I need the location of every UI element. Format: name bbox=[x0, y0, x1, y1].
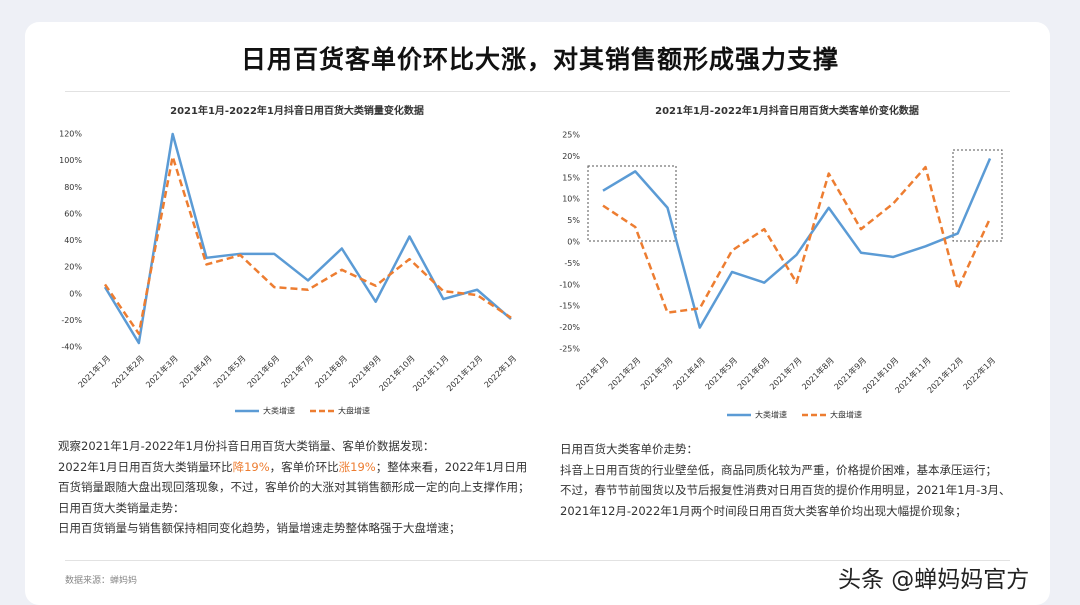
x-tick-label: 2022年1月 bbox=[482, 353, 518, 389]
x-tick-label: 2021年5月 bbox=[211, 353, 247, 389]
note-text: ；整体来看，2022年1月日用百货销量跟随大盘出现回落现象，不过，客单价的大涨对… bbox=[58, 459, 530, 495]
line-series bbox=[103, 155, 512, 335]
note: 抖音上日用百货的行业壁垒低，商品同质化较为严重，价格提价困难，基本承压运行； bbox=[560, 462, 997, 477]
note: 不过，春节节前囤货以及节后报复性消费对日用百货的提价作用明显，2021年1月-3… bbox=[560, 483, 1011, 518]
x-tick-label: 2021年1月 bbox=[76, 353, 112, 389]
y-tick-label: 15% bbox=[562, 173, 580, 182]
note: 日用百货大类销量走势： bbox=[58, 500, 185, 515]
line-series bbox=[602, 165, 992, 314]
y-tick-label: -5% bbox=[564, 259, 580, 268]
x-tick-label: 2021年1月 bbox=[574, 355, 610, 391]
right-notes: 日用百货大类客单价走势： 抖音上日用百货的行业壁垒低，商品同质化较为严重，价格提… bbox=[560, 439, 1028, 521]
y-tick-label: -40% bbox=[61, 343, 82, 352]
highlight: 降19% bbox=[232, 459, 270, 474]
chart-title: 2021年1月-2022年1月抖音日用百货大类销量变化数据 bbox=[170, 104, 424, 117]
highlight-box bbox=[952, 149, 1003, 242]
divider bbox=[65, 560, 1010, 561]
y-tick-label: -25% bbox=[559, 345, 580, 354]
note: 2022年1月日用百货大类销量环比降19%，客单价环比涨19%；整体来看，202… bbox=[58, 457, 530, 498]
line-series bbox=[103, 132, 512, 345]
y-tick-label: 25% bbox=[562, 131, 580, 140]
x-tick-label: 2021年2月 bbox=[110, 353, 146, 389]
legend-label: 大盘增速 bbox=[830, 410, 862, 420]
y-tick-label: 60% bbox=[64, 209, 82, 218]
highlight: 涨19% bbox=[338, 459, 376, 474]
note: 日用百货大类客单价走势： bbox=[560, 442, 698, 456]
watermark: 头条 @蝉妈妈官方 bbox=[838, 567, 1030, 593]
y-tick-label: 5% bbox=[567, 216, 580, 225]
source: 数据来源：蝉妈妈 bbox=[65, 576, 138, 586]
page-title: 日用百货客单价环比大涨，对其销售额形成强力支撑 bbox=[240, 45, 839, 74]
legend-label: 大类增速 bbox=[263, 406, 295, 416]
x-tick-label: 2021年9月 bbox=[346, 353, 382, 389]
y-tick-label: 0% bbox=[567, 238, 580, 247]
legend-label: 大盘增速 bbox=[338, 406, 370, 416]
y-tick-label: 20% bbox=[64, 263, 82, 272]
y-tick-label: 100% bbox=[59, 156, 82, 165]
x-tick-label: 2021年2月 bbox=[606, 355, 642, 391]
x-tick-label: 2021年3月 bbox=[143, 353, 179, 389]
y-tick-label: 80% bbox=[64, 183, 82, 192]
x-tick-label: 2021年8月 bbox=[313, 353, 349, 389]
x-tick-label: 2021年7月 bbox=[767, 355, 803, 391]
chart-title: 2021年1月-2022年1月抖音日用百货大类客单价变化数据 bbox=[655, 104, 919, 117]
x-tick-label: 2021年7月 bbox=[279, 353, 315, 389]
divider bbox=[65, 91, 1010, 92]
x-tick-label: 2021年6月 bbox=[735, 355, 771, 391]
x-tick-label: 2021年4月 bbox=[671, 355, 707, 391]
left-notes: 观察2021年1月-2022年1月份抖音日用百货大类销量、客单价数据发现： 20… bbox=[58, 436, 530, 539]
x-tick-label: 2021年8月 bbox=[800, 355, 836, 391]
note-text: 2022年1月日用百货大类销量环比 bbox=[58, 459, 233, 474]
card bbox=[25, 22, 1050, 605]
y-tick-label: -15% bbox=[559, 302, 580, 311]
y-tick-label: 0% bbox=[69, 289, 82, 298]
x-tick-label: 2021年3月 bbox=[638, 355, 674, 391]
note: 日用百货销量与销售额保持相同变化趋势，销量增速走势整体略强于大盘增速； bbox=[58, 521, 461, 535]
line-series bbox=[602, 158, 992, 329]
y-tick-label: 20% bbox=[562, 152, 580, 161]
note-text: ，客单价环比 bbox=[269, 459, 339, 474]
x-tick-label: 2022年1月 bbox=[961, 355, 997, 391]
y-tick-label: -20% bbox=[559, 323, 580, 332]
y-tick-label: -10% bbox=[559, 280, 580, 289]
note: 观察2021年1月-2022年1月份抖音日用百货大类销量、客单价数据发现： bbox=[58, 439, 435, 453]
y-tick-label: 10% bbox=[562, 195, 580, 204]
x-tick-label: 2021年6月 bbox=[245, 353, 281, 389]
y-tick-label: 40% bbox=[64, 236, 82, 245]
legend-label: 大类增速 bbox=[755, 410, 787, 420]
highlight-box bbox=[587, 165, 677, 242]
x-tick-label: 2021年5月 bbox=[703, 355, 739, 391]
y-tick-label: -20% bbox=[61, 316, 82, 325]
x-tick-label: 2021年4月 bbox=[177, 353, 213, 389]
y-tick-label: 120% bbox=[59, 130, 82, 139]
x-tick-label: 2021年12月 bbox=[444, 353, 484, 393]
